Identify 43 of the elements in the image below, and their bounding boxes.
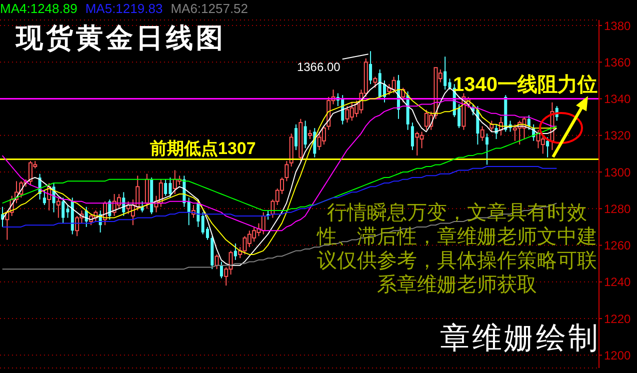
y-tick-label: 1280 [604,202,632,216]
candlestick [284,160,289,182]
text: MA6:1257.52 [170,1,248,16]
candlestick [480,126,484,142]
annotation: 1366.00 [296,60,341,74]
candlestick [220,261,223,279]
candlestick [410,122,414,151]
candlestick [401,87,406,103]
candlestick [196,198,200,228]
candlestick [42,190,46,206]
candlestick [144,173,149,210]
candlestick [56,197,60,218]
candlestick [304,120,307,149]
candlestick [294,124,298,151]
candlestick [546,136,550,158]
ref-line-label: 1340一线阻力位 [453,74,598,96]
candlestick [308,129,312,140]
text: MA5:1219.83 [85,1,163,16]
y-tick-label: 1320 [604,128,632,143]
candlestick [214,254,219,270]
candlestick [444,56,447,90]
y-tick-label: 1220 [604,312,632,326]
candlestick [373,76,378,88]
text: MA4:1248.89 [0,1,78,16]
candlestick [322,126,326,146]
y-tick-label: 1380 [604,18,632,33]
ref-line-label: 前期低点1307 [149,139,256,158]
candlestick [234,242,237,260]
candlestick [164,178,168,196]
candlestick [116,194,121,210]
y-tick-label: 1240 [604,275,632,290]
candlestick [485,133,488,166]
y-tick-label: 1360 [604,55,632,70]
candlestick [369,50,372,85]
candlestick [527,114,530,130]
y-tick-label: 1260 [604,238,632,253]
y-tick-label: 1300 [604,165,632,180]
y-tick-label: 1340 [604,92,632,106]
candlestick [75,215,80,237]
candlestick [62,197,65,224]
y-tick-label: 1200 [604,348,632,362]
annotation: 章维姗绘制 [440,320,600,358]
chart-title: 现货黄金日线图 [16,22,226,56]
